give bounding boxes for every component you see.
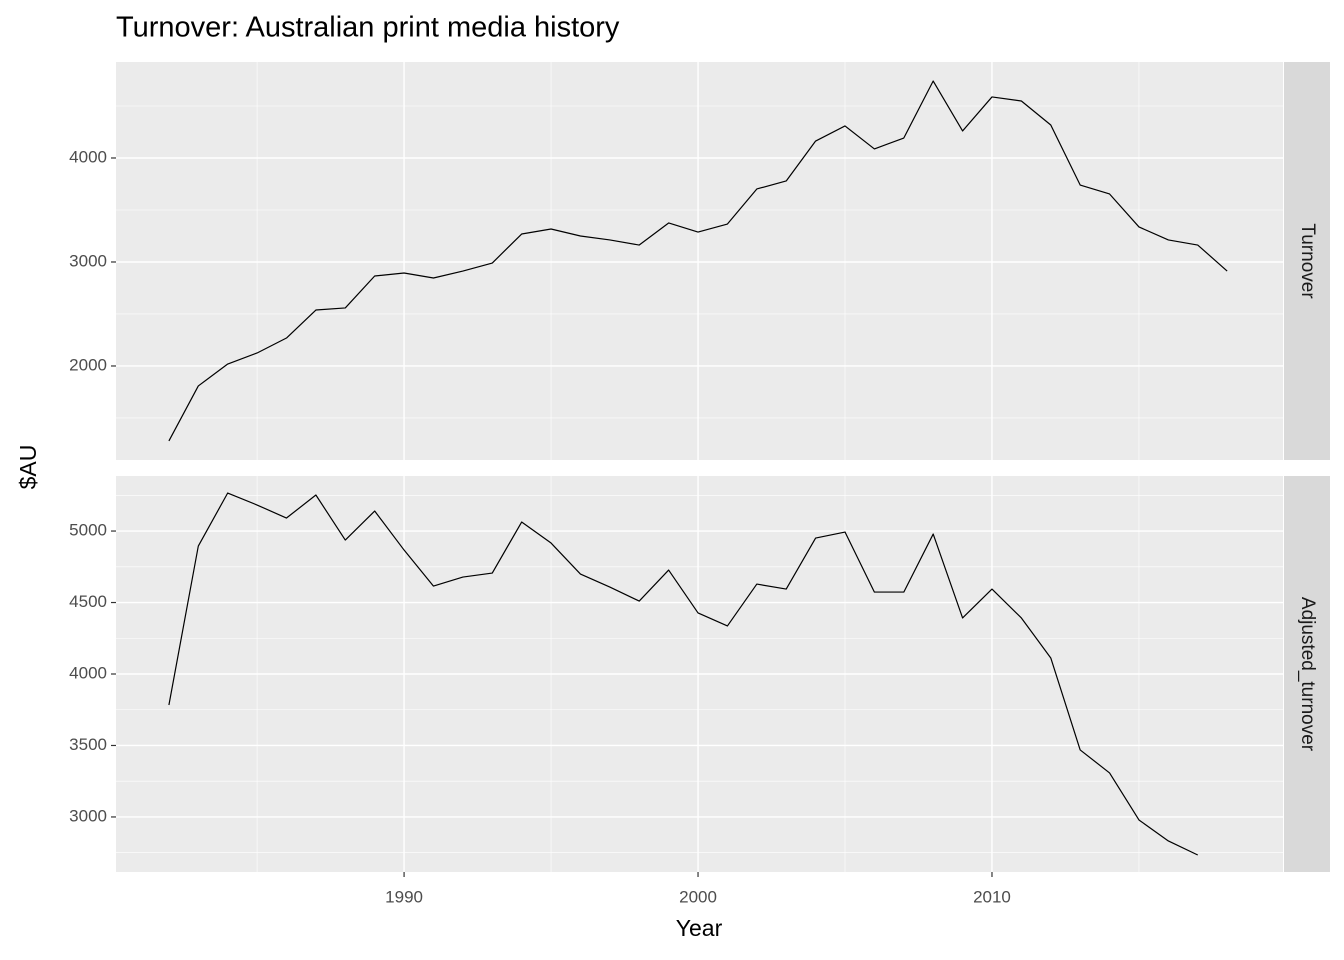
strip-background <box>1284 62 1330 460</box>
chart-title: Turnover: Australian print media history <box>116 12 620 44</box>
strip-background <box>1284 476 1330 872</box>
strip-label: Turnover <box>1297 223 1318 299</box>
y-axis-title: $AU <box>15 445 41 490</box>
y-tick-label: 5000 <box>69 521 107 540</box>
y-tick-label: 4000 <box>69 663 107 682</box>
y-tick-label: 4000 <box>69 147 107 166</box>
line <box>168 492 1199 856</box>
y-tick-label: 3000 <box>69 251 107 270</box>
line <box>168 80 1228 442</box>
y-tick-label: 3000 <box>69 806 107 825</box>
x-axis-title: Year <box>676 915 723 941</box>
x-tick-label: 1990 <box>385 887 423 906</box>
x-tick-label: 2010 <box>973 887 1011 906</box>
panel-background <box>116 62 1283 460</box>
x-tick-label: 2000 <box>679 887 717 906</box>
y-tick-label: 2000 <box>69 355 107 374</box>
strip-label: Adjusted_turnover <box>1297 597 1318 752</box>
y-tick-label: 4500 <box>69 592 107 611</box>
y-tick-label: 3500 <box>69 735 107 754</box>
